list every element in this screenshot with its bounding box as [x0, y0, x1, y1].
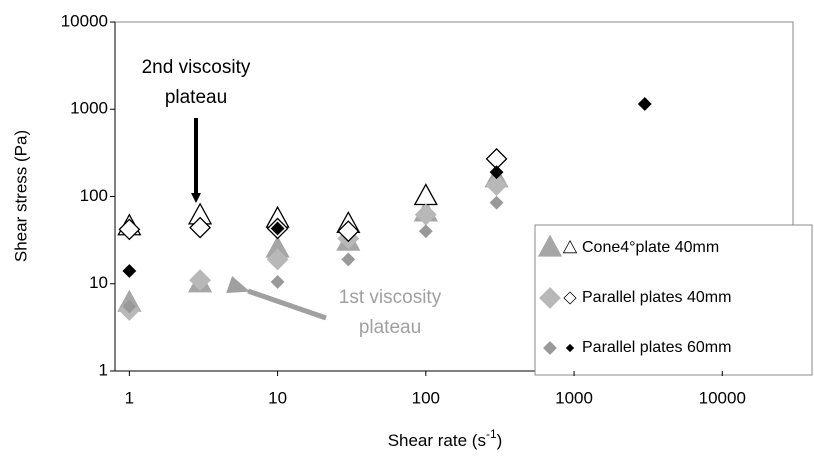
legend-marker — [543, 341, 557, 355]
y-tick-label: 10 — [89, 273, 108, 292]
x-label-end: ) — [497, 431, 503, 450]
point — [489, 165, 504, 180]
point — [414, 203, 437, 226]
x-tick-label: 1 — [125, 388, 134, 407]
x-tick-label: 10000 — [699, 388, 746, 407]
point — [485, 174, 508, 197]
point — [337, 220, 360, 243]
legend-marker — [539, 287, 561, 309]
legend-marker — [562, 239, 578, 254]
point — [189, 269, 212, 292]
y-tick-label: 1 — [99, 360, 108, 379]
point — [489, 195, 504, 210]
x-tick-label: 100 — [412, 388, 440, 407]
y-tick-label: 10000 — [61, 11, 108, 30]
legend-marker — [563, 291, 577, 305]
point — [270, 221, 285, 236]
point — [189, 216, 212, 239]
annotation: 1st viscosity — [339, 287, 442, 308]
x-label-text: Shear rate (s — [388, 431, 486, 450]
legend-marker — [537, 234, 563, 257]
annotation: 2nd viscosity — [142, 57, 251, 78]
y-tick-label: 1000 — [70, 99, 108, 118]
point — [122, 299, 137, 314]
y-axis-label: Shear stress (Pa) — [11, 130, 30, 262]
point — [122, 264, 137, 278]
legend-label: Parallel plates 60mm — [582, 339, 731, 356]
legend-label: Cone4°plate 40mm — [582, 239, 719, 256]
x-tick-label: 10 — [268, 388, 287, 407]
legend-label: Parallel plates 40mm — [582, 289, 731, 306]
point — [418, 224, 433, 239]
point — [118, 218, 141, 241]
point — [341, 252, 356, 267]
annotation: plateau — [359, 317, 421, 338]
annotation: plateau — [165, 87, 227, 108]
point — [270, 274, 285, 289]
legend-marker — [565, 343, 575, 353]
x-tick-label: 1000 — [555, 388, 593, 407]
point — [266, 248, 289, 271]
y-tick-label: 100 — [80, 186, 108, 205]
point — [413, 183, 438, 206]
point — [637, 97, 652, 111]
legend — [534, 224, 813, 376]
arrow — [226, 275, 327, 321]
x-axis-label: Shear rate (s-1) — [388, 427, 503, 450]
x-label-sup: -1 — [486, 427, 497, 441]
